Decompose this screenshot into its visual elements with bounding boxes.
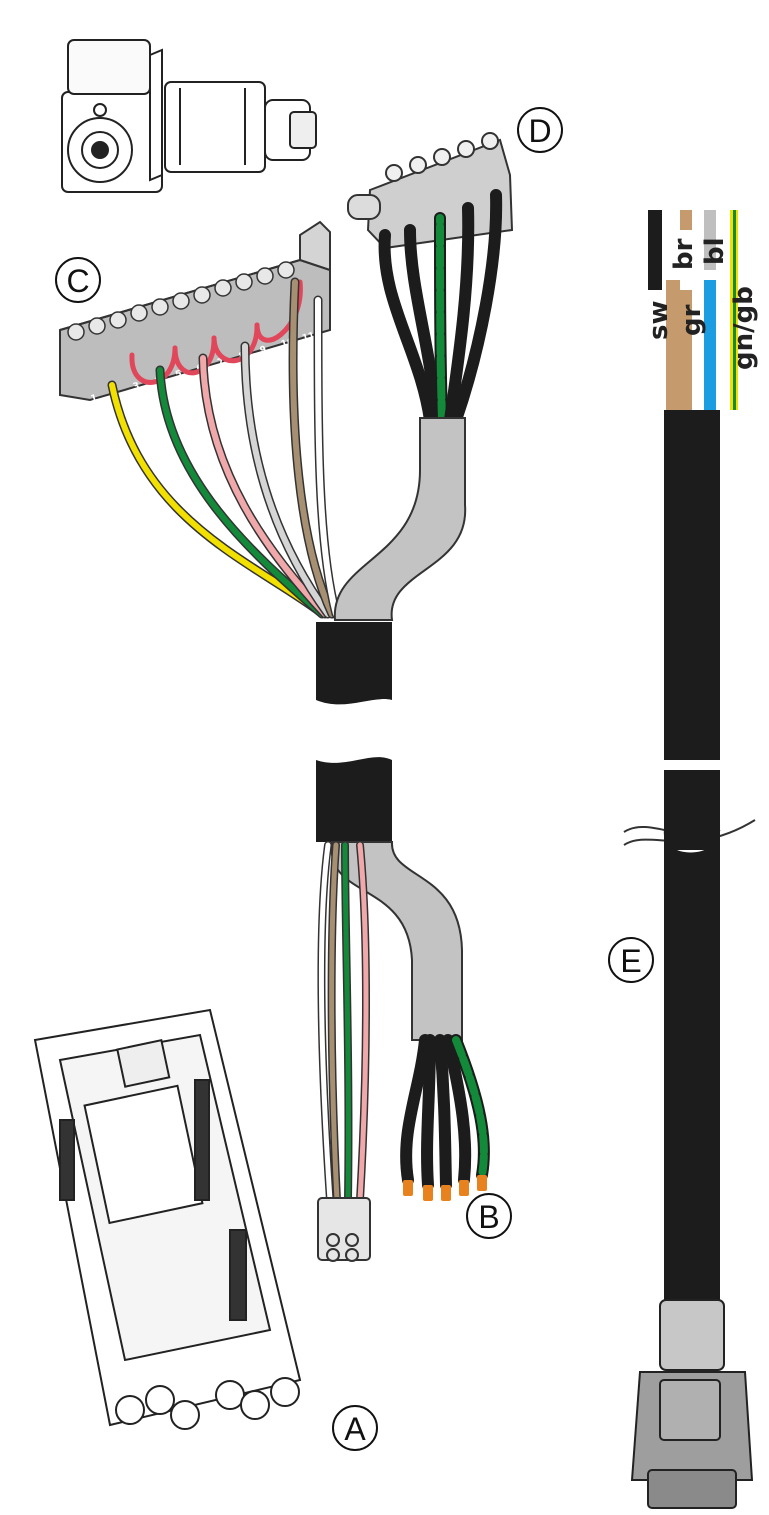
terminal-number: 1	[90, 393, 99, 404]
black-cable-lower	[316, 757, 392, 842]
callout-a: A	[332, 1405, 378, 1451]
bridge-jumpers	[129, 279, 303, 385]
wire-label-sw: sw	[644, 301, 674, 341]
callout-d-label: D	[528, 113, 551, 149]
grey-jacket-upper	[333, 417, 467, 621]
control-board-illustration	[33, 1008, 302, 1430]
ferrules	[403, 1175, 487, 1201]
cable-a-conductors	[317, 841, 370, 1204]
wire-label-gngb: gn/gb	[729, 286, 759, 370]
callout-b-label: B	[478, 1199, 499, 1235]
motor-gearbox-illustration	[61, 39, 317, 193]
cable-b-conductors	[400, 1034, 490, 1191]
terminal-number: 7	[217, 357, 226, 368]
callout-c-label: C	[66, 263, 89, 299]
cable-c-conductors	[107, 277, 341, 619]
callout-e: E	[608, 937, 654, 983]
terminal-number: 11	[301, 331, 316, 344]
callout-e-label: E	[620, 943, 641, 979]
terminal-number: 9	[259, 345, 268, 356]
terminal-block-c	[59, 220, 331, 402]
callout-b: B	[466, 1193, 512, 1239]
wire-label-gr: gr	[677, 304, 707, 336]
terminal-number: 5	[174, 369, 183, 380]
terminal-number: 3	[132, 381, 141, 392]
black-cable-upper	[316, 622, 392, 705]
connector-e	[630, 1299, 754, 1509]
connector-a	[317, 1197, 371, 1262]
callout-c: C	[55, 257, 101, 303]
cable-e-conductors	[648, 210, 738, 410]
connector-d	[347, 132, 514, 250]
wire-label-bl: bl	[700, 237, 730, 265]
wire-label-br: br	[669, 238, 699, 270]
callout-d: D	[517, 107, 563, 153]
callout-a-label: A	[344, 1411, 366, 1447]
cable-e	[623, 410, 756, 1305]
cable-d-conductors	[378, 189, 503, 426]
